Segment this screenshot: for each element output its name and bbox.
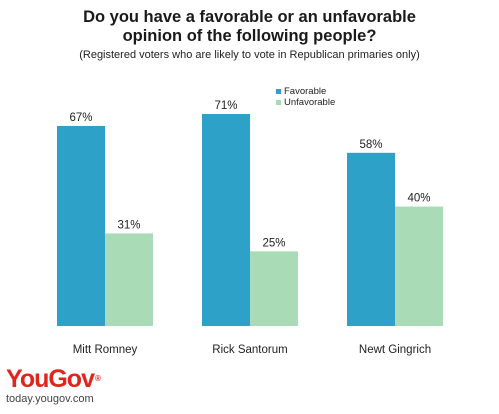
bar-favorable-newt-gingrich	[347, 152, 395, 326]
logo-text: YouGov	[6, 365, 95, 393]
chart-title: Do you have a favorable or an unfavorabl…	[0, 8, 499, 46]
x-tick-label-mitt-romney: Mitt Romney	[73, 344, 138, 356]
chart-subtitle: (Registered voters who are likely to vot…	[79, 49, 420, 61]
data-label-favorable-rick-santorum: 71%	[214, 100, 237, 112]
legend-label-favorable: Favorable	[284, 86, 327, 97]
x-tick-label-rick-santorum: Rick Santorum	[212, 344, 287, 356]
data-label-unfavorable-rick-santorum: 25%	[262, 237, 285, 249]
chart-title-line-2: opinion of the following people?	[122, 27, 377, 45]
legend-swatch-unfavorable	[276, 100, 281, 105]
x-tick-label-newt-gingrich: Newt Gingrich	[359, 344, 431, 356]
data-label-unfavorable-newt-gingrich: 40%	[407, 193, 430, 205]
bar-favorable-rick-santorum	[202, 114, 250, 326]
bar-unfavorable-newt-gingrich	[395, 206, 443, 326]
brand-url: today.yougov.com	[6, 393, 94, 405]
chart-title-line-1: Do you have a favorable or an unfavorabl…	[83, 8, 416, 26]
legend-item-unfavorable: Unfavorable	[276, 97, 335, 108]
branding: YouGov® today.yougov.com	[6, 365, 101, 405]
bar-favorable-mitt-romney	[57, 125, 105, 326]
legend: Favorable Unfavorable	[276, 86, 335, 108]
data-label-favorable-mitt-romney: 67%	[69, 112, 92, 124]
data-label-favorable-newt-gingrich: 58%	[359, 139, 382, 151]
legend-swatch-favorable	[276, 89, 281, 94]
legend-item-favorable: Favorable	[276, 86, 335, 97]
bar-unfavorable-mitt-romney	[105, 233, 153, 326]
logo-registered-mark: ®	[94, 374, 101, 383]
data-label-unfavorable-mitt-romney: 31%	[117, 219, 140, 231]
legend-label-unfavorable: Unfavorable	[284, 97, 336, 108]
bar-unfavorable-rick-santorum	[250, 251, 298, 326]
yougov-logo: YouGov®	[6, 365, 101, 393]
